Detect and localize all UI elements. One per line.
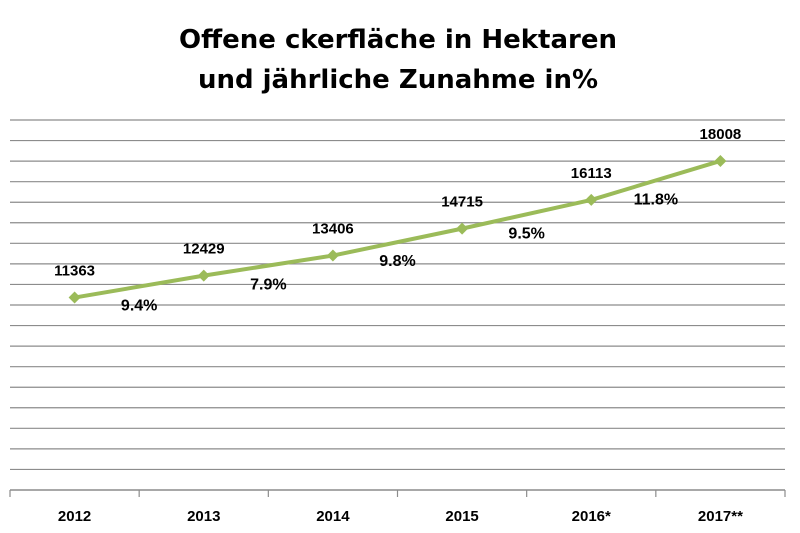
series-line	[72, 158, 723, 300]
x-tick-label: 2013	[187, 508, 220, 525]
data-point-marker	[68, 291, 81, 304]
value-labels: 11363 12429 13406 14715 16113 18008	[54, 126, 741, 280]
growth-label: 11.8%	[634, 191, 678, 208]
series-line-group	[72, 158, 723, 300]
x-tick-label: 2016*	[572, 508, 611, 525]
data-label: 11363	[54, 263, 95, 280]
data-point-markers	[68, 154, 727, 304]
data-label: 18008	[700, 126, 742, 143]
growth-label: 9.5%	[508, 225, 544, 242]
data-label: 12429	[183, 241, 225, 258]
growth-label: 9.4%	[121, 298, 157, 315]
data-label: 14715	[441, 194, 483, 211]
growth-label: 7.9%	[250, 277, 286, 294]
chart-title-line-1: Offene ckerfläche in Hektaren	[179, 25, 617, 55]
x-tick-labels: 2012 2013 2014 2015 2016* 2017**	[58, 508, 743, 525]
data-point-marker	[585, 193, 598, 206]
data-point-marker	[714, 154, 727, 167]
x-tick-label: 2015	[445, 508, 478, 525]
x-tick-label: 2014	[316, 508, 350, 525]
data-point-marker	[197, 269, 210, 282]
chart-title-line-2: und jährliche Zunahme in%	[198, 65, 598, 95]
growth-label: 9.8%	[379, 253, 415, 270]
data-label: 16113	[571, 165, 612, 182]
data-point-marker	[456, 222, 469, 235]
x-tick-label: 2012	[58, 508, 91, 525]
growth-labels: 9.4% 7.9% 9.8% 9.5% 11.8%	[121, 191, 678, 314]
data-label: 13406	[312, 221, 354, 238]
gridlines	[10, 119, 785, 471]
data-point-marker	[326, 249, 339, 262]
x-tick-label: 2017**	[698, 508, 743, 525]
x-axis	[9, 489, 786, 497]
